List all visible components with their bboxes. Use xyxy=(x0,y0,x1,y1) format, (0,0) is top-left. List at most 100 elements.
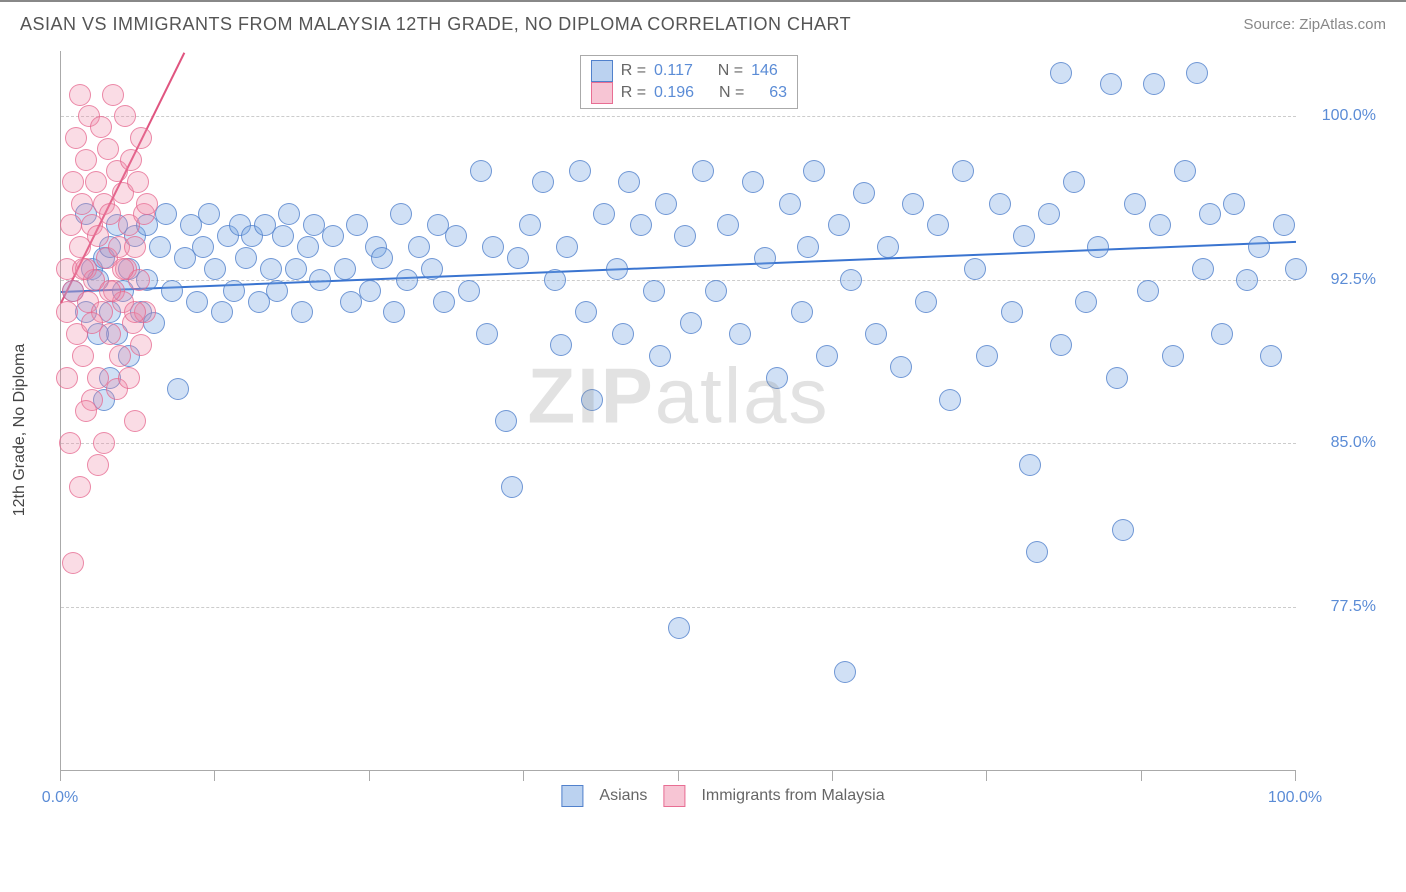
scatter-point xyxy=(204,258,226,280)
x-tick xyxy=(60,771,61,781)
scatter-point xyxy=(130,334,152,356)
scatter-point xyxy=(1019,454,1041,476)
scatter-point xyxy=(501,476,523,498)
scatter-point xyxy=(130,127,152,149)
chart-title: ASIAN VS IMMIGRANTS FROM MALAYSIA 12TH G… xyxy=(20,14,851,35)
legend-box: R = 0.117 N = 146 R = 0.196 N = 63 xyxy=(580,55,798,109)
scatter-point xyxy=(390,203,412,225)
scatter-point xyxy=(155,203,177,225)
legend-row: R = 0.117 N = 146 xyxy=(591,60,787,82)
scatter-point xyxy=(136,193,158,215)
scatter-point xyxy=(56,367,78,389)
scatter-point xyxy=(674,225,696,247)
scatter-point xyxy=(235,247,257,269)
bottom-legend: Asians Immigrants from Malaysia xyxy=(561,785,884,807)
x-tick xyxy=(523,771,524,781)
scatter-point xyxy=(717,214,739,236)
x-tick xyxy=(678,771,679,781)
scatter-point xyxy=(421,258,443,280)
scatter-point xyxy=(192,236,214,258)
scatter-point xyxy=(99,280,121,302)
scatter-point xyxy=(655,193,677,215)
scatter-point xyxy=(112,258,134,280)
legend-swatch-pink xyxy=(663,785,685,807)
scatter-point xyxy=(69,84,91,106)
scatter-point xyxy=(72,258,94,280)
scatter-point xyxy=(575,301,597,323)
gridline xyxy=(61,443,1296,444)
scatter-point xyxy=(643,280,665,302)
scatter-point xyxy=(291,301,313,323)
scatter-point xyxy=(569,160,591,182)
scatter-point xyxy=(124,236,146,258)
scatter-point xyxy=(433,291,455,313)
legend-swatch-pink xyxy=(591,82,613,104)
scatter-point xyxy=(1273,214,1295,236)
scatter-point xyxy=(519,214,541,236)
x-tick xyxy=(832,771,833,781)
gridline xyxy=(61,280,1296,281)
scatter-point xyxy=(62,552,84,574)
scatter-point xyxy=(834,661,856,683)
scatter-point xyxy=(445,225,467,247)
scatter-point xyxy=(742,171,764,193)
scatter-point xyxy=(1162,345,1184,367)
scatter-point xyxy=(1260,345,1282,367)
scatter-point xyxy=(1143,73,1165,95)
scatter-point xyxy=(556,236,578,258)
scatter-point xyxy=(803,160,825,182)
scatter-point xyxy=(1211,323,1233,345)
scatter-point xyxy=(593,203,615,225)
scatter-point xyxy=(285,258,307,280)
scatter-point xyxy=(120,149,142,171)
scatter-point xyxy=(606,258,628,280)
chart-container: ZIPatlas R = 0.117 N = 146 R = 0.196 N =… xyxy=(60,51,1386,811)
scatter-point xyxy=(396,269,418,291)
scatter-point xyxy=(266,280,288,302)
scatter-point xyxy=(766,367,788,389)
scatter-point xyxy=(939,389,961,411)
scatter-point xyxy=(69,476,91,498)
scatter-point xyxy=(167,378,189,400)
scatter-point xyxy=(507,247,529,269)
scatter-point xyxy=(149,236,171,258)
scatter-point xyxy=(87,225,109,247)
scatter-point xyxy=(1149,214,1171,236)
scatter-point xyxy=(1124,193,1146,215)
scatter-point xyxy=(495,410,517,432)
scatter-point xyxy=(964,258,986,280)
scatter-point xyxy=(309,269,331,291)
scatter-point xyxy=(976,345,998,367)
scatter-point xyxy=(1285,258,1307,280)
scatter-point xyxy=(161,280,183,302)
scatter-point xyxy=(797,236,819,258)
scatter-point xyxy=(1100,73,1122,95)
scatter-point xyxy=(1001,301,1023,323)
scatter-point xyxy=(198,203,220,225)
scatter-point xyxy=(754,247,776,269)
scatter-point xyxy=(297,236,319,258)
scatter-point xyxy=(877,236,899,258)
scatter-point xyxy=(102,84,124,106)
scatter-point xyxy=(1075,291,1097,313)
scatter-point xyxy=(705,280,727,302)
scatter-point xyxy=(97,138,119,160)
scatter-point xyxy=(1063,171,1085,193)
scatter-point xyxy=(952,160,974,182)
scatter-point xyxy=(272,225,294,247)
scatter-point xyxy=(1186,62,1208,84)
scatter-point xyxy=(989,193,1011,215)
scatter-point xyxy=(90,116,112,138)
scatter-point xyxy=(118,367,140,389)
scatter-point xyxy=(383,301,405,323)
scatter-point xyxy=(60,214,82,236)
scatter-point xyxy=(1026,541,1048,563)
scatter-point xyxy=(890,356,912,378)
scatter-point xyxy=(408,236,430,258)
scatter-point xyxy=(853,182,875,204)
scatter-point xyxy=(1050,334,1072,356)
scatter-point xyxy=(1038,203,1060,225)
scatter-point xyxy=(458,280,480,302)
scatter-point xyxy=(99,323,121,345)
scatter-point xyxy=(668,617,690,639)
